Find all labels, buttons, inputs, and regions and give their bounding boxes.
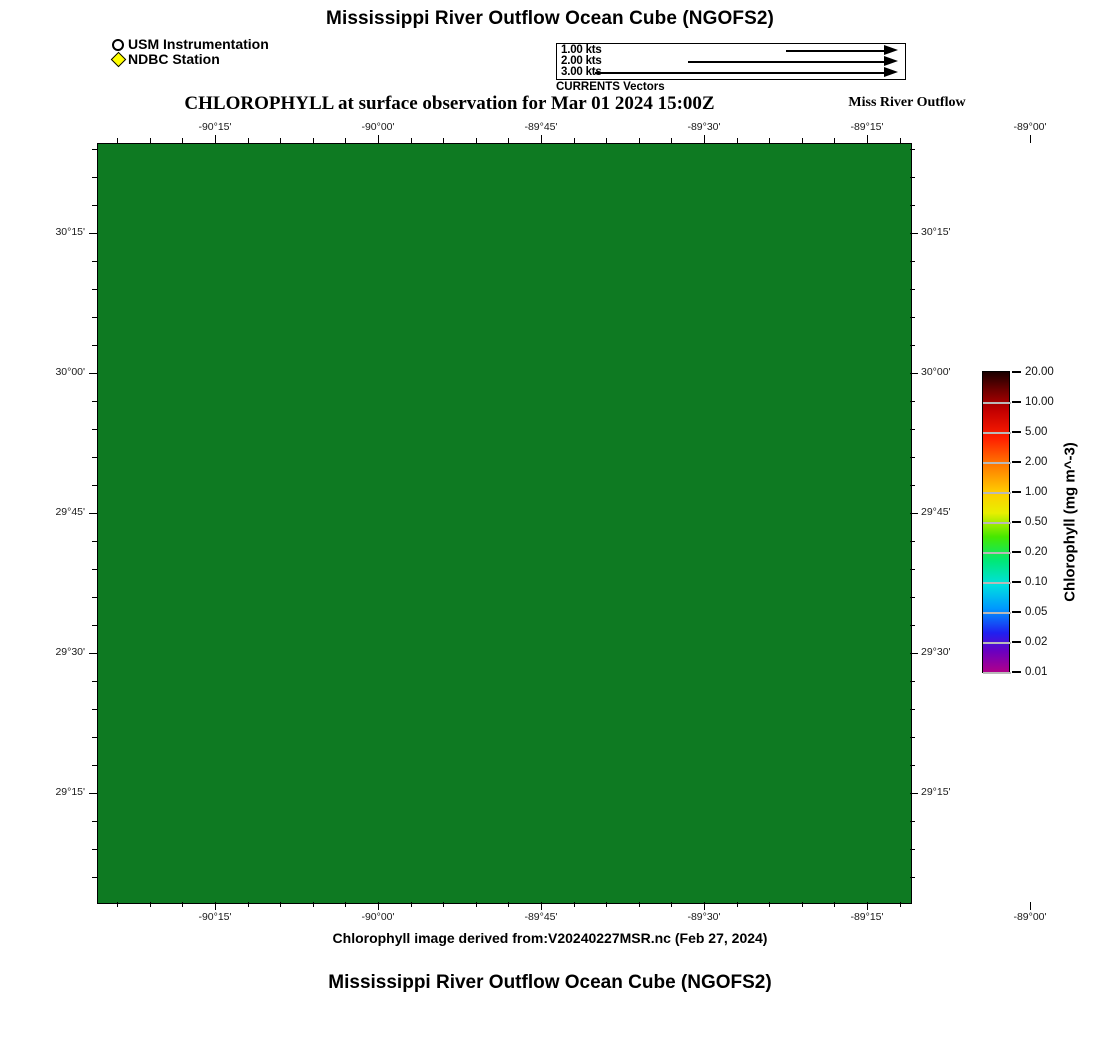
colorbar-tick-label: 0.10 (1025, 576, 1048, 588)
diamond-icon (110, 51, 127, 68)
axis-tick-major (89, 233, 97, 234)
chart-subtitle: CHLOROPHYLL at surface observation for M… (184, 93, 715, 114)
colorbar-tick (1012, 611, 1021, 613)
axis-tick-major (215, 135, 216, 143)
colorbar-separator (983, 462, 1011, 464)
axis-tick-major (89, 793, 97, 794)
colorbar-tick-label: 0.50 (1025, 516, 1048, 528)
colorbar-separator (983, 402, 1011, 404)
vector-arrowhead (884, 45, 898, 55)
lat-tick-label: 29°45' (55, 506, 85, 518)
region-label: Miss River Outflow (848, 95, 966, 110)
colorbar-tick-label: 20.00 (1025, 366, 1054, 378)
lon-tick-label: -89°30' (687, 911, 721, 923)
colorbar-tick-label: 5.00 (1025, 426, 1048, 438)
vector-scale-row: 1.00 kts (557, 44, 905, 56)
currents-vector-scale: 1.00 kts 2.00 kts 3.00 kts (556, 43, 906, 80)
colorbar-tick (1012, 401, 1021, 403)
vector-arrowhead (884, 67, 898, 77)
lon-tick-label: -89°45' (524, 121, 558, 133)
lat-tick-label: 29°30' (55, 646, 85, 658)
colorbar-tick (1012, 431, 1021, 433)
lat-tick-label: 29°15' (921, 786, 951, 798)
lon-tick-label: -89°15' (850, 911, 884, 923)
colorbar-tick-label: 10.00 (1025, 396, 1054, 408)
lat-tick-label: 29°15' (55, 786, 85, 798)
lon-tick-label: -89°00' (1013, 121, 1047, 133)
derived-from-caption: Chlorophyll image derived from:V20240227… (332, 930, 768, 946)
colorbar-separator (983, 672, 1011, 674)
footer-title: Mississippi River Outflow Ocean Cube (NG… (328, 972, 772, 993)
chlorophyll-raster (98, 144, 908, 900)
circle-outline-icon (112, 38, 124, 51)
vector-scale-row: 2.00 kts (557, 55, 905, 67)
axis-tick-major (89, 513, 97, 514)
lon-tick-label: -89°15' (850, 121, 884, 133)
colorbar-separator (983, 492, 1011, 494)
lon-tick-label: -89°45' (524, 911, 558, 923)
colorbar-tick (1012, 641, 1021, 643)
colorbar-tick (1012, 521, 1021, 523)
colorbar-tick (1012, 461, 1021, 463)
lat-tick-label: 29°30' (921, 646, 951, 658)
vector-shaft (595, 72, 884, 74)
lon-tick-label: -90°15' (198, 121, 232, 133)
colorbar-tick-label: 0.02 (1025, 636, 1048, 648)
axis-tick-major (867, 135, 868, 143)
colorbar-tick-label: 0.01 (1025, 666, 1048, 678)
lon-tick-label: -89°30' (687, 121, 721, 133)
colorbar-tick-label: 2.00 (1025, 456, 1048, 468)
axis-tick-major (704, 135, 705, 143)
vector-scale-label: 1.00 kts (561, 44, 602, 56)
colorbar-tick (1012, 551, 1021, 553)
lat-tick-label: 30°00' (921, 366, 951, 378)
colorbar-tick (1012, 671, 1021, 673)
vector-scale-label: 3.00 kts (561, 66, 602, 78)
lon-tick-label: -90°00' (361, 121, 395, 133)
legend-item-ndbc: NDBC Station (110, 51, 269, 68)
lat-tick-label: 29°45' (921, 506, 951, 518)
lon-tick-label: -89°00' (1013, 911, 1047, 923)
marker-legend: USM Instrumentation NDBC Station (110, 37, 269, 68)
vector-shaft (688, 61, 884, 63)
lon-tick-label: -90°15' (198, 911, 232, 923)
colorbar-title: Chlorophyll (mg m^-3) (1061, 442, 1079, 602)
colorbar-tick (1012, 581, 1021, 583)
axis-tick-major (1030, 902, 1031, 910)
colorbar-separator (983, 522, 1011, 524)
vector-shaft (786, 50, 884, 52)
axis-tick-major (89, 653, 97, 654)
vector-scale-row: 3.00 kts (557, 66, 905, 78)
colorbar-separator (983, 642, 1011, 644)
colorbar-separator (983, 432, 1011, 434)
colorbar-separator (983, 552, 1011, 554)
colorbar-tick (1012, 371, 1021, 373)
axis-tick-major (89, 373, 97, 374)
colorbar-gradient (982, 371, 1011, 674)
colorbar-separator (983, 582, 1011, 584)
lat-tick-label: 30°15' (55, 226, 85, 238)
colorbar-tick-label: 1.00 (1025, 486, 1048, 498)
legend-label-ndbc: NDBC Station (128, 51, 220, 67)
axis-tick-major (378, 135, 379, 143)
vector-arrowhead (884, 56, 898, 66)
axis-tick-major (1030, 135, 1031, 143)
colorbar-tick-label: 0.20 (1025, 546, 1048, 558)
page-title: Mississippi River Outflow Ocean Cube (NG… (326, 8, 774, 29)
map-plot-area[interactable] (97, 143, 912, 904)
colorbar-tick (1012, 491, 1021, 493)
lat-tick-label: 30°00' (55, 366, 85, 378)
colorbar-separator (983, 612, 1011, 614)
axis-tick-major (541, 135, 542, 143)
currents-vector-caption: CURRENTS Vectors (556, 81, 665, 93)
legend-item-usm: USM Instrumentation (112, 37, 269, 52)
colorbar-tick-label: 0.05 (1025, 606, 1048, 618)
lon-tick-label: -90°00' (361, 911, 395, 923)
lat-tick-label: 30°15' (921, 226, 951, 238)
legend-label-usm: USM Instrumentation (128, 36, 269, 52)
vector-scale-label: 2.00 kts (561, 55, 602, 67)
